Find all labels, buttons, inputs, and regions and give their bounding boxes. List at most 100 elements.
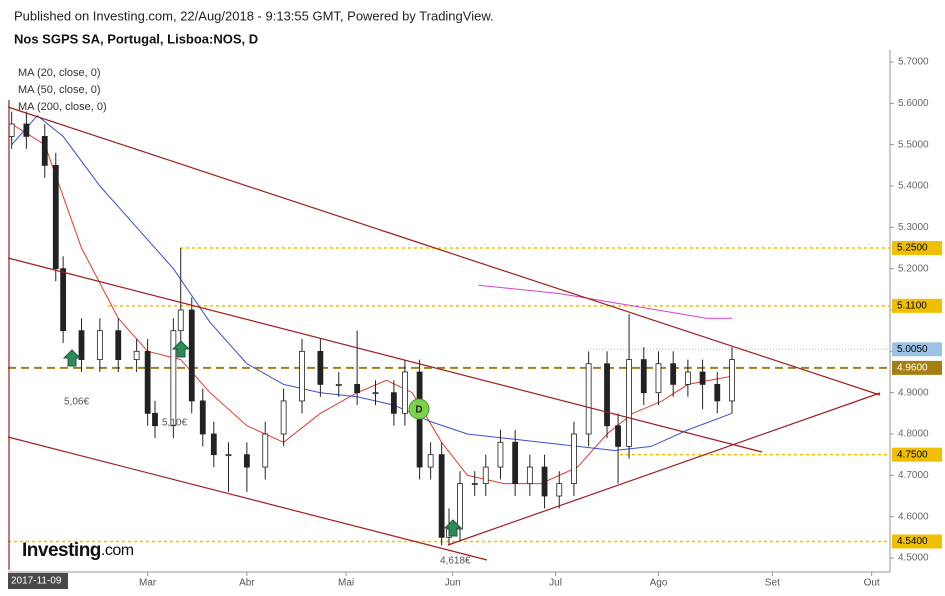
candle-body <box>438 454 445 538</box>
y-tick-label: 5.6000 <box>898 98 929 109</box>
level-label: 4.9600 <box>897 363 928 374</box>
level-box <box>892 342 942 357</box>
arrows <box>62 340 463 537</box>
x-tick-label: Set <box>765 578 780 589</box>
y-tick-label: 5.5000 <box>898 139 929 150</box>
dividend-label: D <box>415 405 422 416</box>
y-tick-label: 4.6000 <box>898 511 929 522</box>
candle-body <box>390 392 397 414</box>
dividend-marker <box>408 398 430 420</box>
date-box <box>8 573 68 589</box>
candle-body <box>714 383 721 402</box>
candle-body <box>335 383 342 386</box>
level-label: 5.1100 <box>897 301 927 312</box>
candle-body <box>8 123 15 137</box>
candle-body <box>372 392 379 395</box>
x-tick-label: Ago <box>650 578 668 589</box>
candle-body <box>280 400 287 435</box>
trend-line <box>7 257 763 453</box>
logo-suffix: .com <box>101 542 134 559</box>
candle-body <box>670 363 677 385</box>
y-tick-label: 4.5000 <box>898 553 929 564</box>
y-tick-label: 5.4000 <box>898 181 929 192</box>
y-tick-label: 5.2000 <box>898 263 929 274</box>
candle-body <box>170 330 177 427</box>
x-tick-label: Jul <box>549 578 562 589</box>
candle-body <box>640 359 647 394</box>
candle-body <box>497 441 504 468</box>
level-label: 5.2500 <box>897 243 928 254</box>
candle-body <box>512 441 519 484</box>
candle-body <box>684 371 691 385</box>
x-tick-label: Mar <box>139 578 157 589</box>
candle-body <box>471 483 478 486</box>
candle-body <box>482 466 489 485</box>
candle-body <box>60 268 67 332</box>
y-tick-label: 5.3000 <box>898 222 929 233</box>
candle-body <box>144 350 151 414</box>
legend-entry: MA (50, close, 0) <box>18 84 101 96</box>
buy-arrow <box>443 519 463 537</box>
candle-body <box>427 454 434 468</box>
candle-body <box>23 123 30 137</box>
candle-body <box>354 383 361 394</box>
candle-body <box>210 433 217 456</box>
plot: 4.50004.60004.70004.80004.90005.00005.10… <box>8 50 942 589</box>
symbol-title: Nos SGPS SA, Portugal, Lisboa:NOS, D <box>14 31 258 46</box>
candle-body <box>541 466 548 497</box>
buy-arrow <box>171 340 191 358</box>
candle-body <box>416 371 423 468</box>
candle-body <box>699 371 706 385</box>
y-tick-label: 4.7000 <box>898 470 929 481</box>
x-tick-label: Jun <box>445 578 461 589</box>
level-box <box>892 298 942 313</box>
annotation: 5,10€ <box>162 418 187 429</box>
trend-line <box>7 436 488 561</box>
y-tick-label: 4.8000 <box>898 429 929 440</box>
buy-arrow <box>62 349 82 367</box>
candle-body <box>401 371 408 414</box>
level-box <box>892 241 942 255</box>
candle-body <box>571 433 577 484</box>
candle-body <box>96 330 103 360</box>
candle-body <box>729 359 735 402</box>
candle-body <box>556 483 563 497</box>
ma-line <box>478 284 732 319</box>
candle-body <box>526 466 533 485</box>
legend-entry: MA (200, close, 0) <box>18 101 107 113</box>
level-label: 4.7500 <box>897 449 928 460</box>
trend-line <box>447 392 881 546</box>
candle-body <box>41 135 48 166</box>
candle-body <box>225 454 232 457</box>
candle-body <box>152 412 158 427</box>
logo: Investing.com <box>22 540 134 561</box>
level-box <box>892 360 942 375</box>
level-box <box>892 534 942 549</box>
candle-body <box>655 363 662 394</box>
candle-body <box>585 363 592 435</box>
trend-lines <box>7 100 881 570</box>
logo-main: Investing <box>22 540 101 561</box>
candle-body <box>133 350 140 361</box>
candle-body <box>115 330 122 360</box>
ma-line <box>11 115 733 452</box>
candle-body <box>52 164 59 270</box>
candle-body <box>243 454 250 468</box>
y-tick-label: 5.7000 <box>898 57 929 68</box>
candle-body <box>299 350 305 402</box>
y-tick-label: 4.9000 <box>898 387 929 398</box>
level-box <box>892 447 942 462</box>
ma-line <box>11 123 733 485</box>
candle-body <box>457 483 463 530</box>
candle-body <box>78 330 85 360</box>
trend-line <box>7 106 881 396</box>
candle-body <box>317 350 324 385</box>
x-tick-label: Out <box>864 578 880 589</box>
candle-body <box>199 400 206 435</box>
level-label: 4.5400 <box>897 536 928 547</box>
candle-body <box>262 433 269 468</box>
annotation: 4,618€ <box>440 556 471 567</box>
candle-body <box>177 309 184 332</box>
